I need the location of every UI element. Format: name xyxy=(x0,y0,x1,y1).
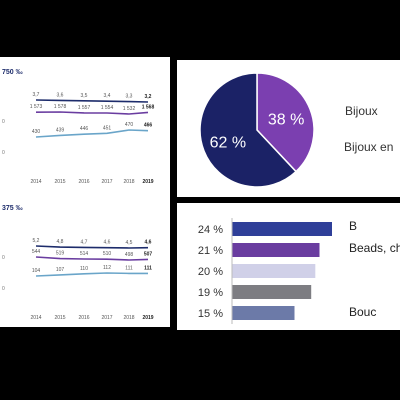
data-label: 3,3 xyxy=(126,94,133,100)
pie-chart: 38 % 62 % Bijoux Bijoux en xyxy=(199,72,393,188)
left-panel: 750 ‰ 3,7 3,6 3,5 3,4 3,3 3,2 1 573 1 578 1 557 1 … xyxy=(0,57,170,327)
data-label: 4,5 xyxy=(126,240,133,246)
data-label: 446 xyxy=(80,126,89,132)
data-label: 498 xyxy=(125,252,134,258)
data-label: 544 xyxy=(32,249,41,255)
data-label: 3,6 xyxy=(57,92,64,98)
series-line xyxy=(35,272,148,277)
data-label: 111 xyxy=(144,265,152,271)
data-label: 3,4 xyxy=(104,93,111,99)
pie-slice xyxy=(256,72,315,173)
bar-value-label: 15 % xyxy=(198,308,223,320)
series-line xyxy=(35,245,149,249)
data-label: 112 xyxy=(103,265,111,271)
bar-value-label: 24 % xyxy=(198,224,223,236)
line-chart-1: 3,7 3,6 3,5 3,4 3,3 3,2 1 573 1 578 1 557 1 554 1 … xyxy=(2,92,154,185)
x-tick-label: 2019 xyxy=(142,315,153,321)
data-label: 430 xyxy=(32,129,41,135)
bar-category-label: B xyxy=(349,219,357,233)
x-tick-label: 2018 xyxy=(123,315,134,321)
bar xyxy=(232,264,316,278)
pie-panel: 38 % 62 % Bijoux Bijoux en xyxy=(177,60,400,197)
bar-chart: 24 % B 21 % Beads, ch 20 % 19 % 15 % Bouc xyxy=(198,218,400,324)
data-label: 3,5 xyxy=(81,93,88,99)
x-tick-label: 2017 xyxy=(101,315,112,321)
x-tick-label: 2016 xyxy=(78,315,89,321)
data-label: 1 554 xyxy=(101,105,114,111)
data-label: 1 578 xyxy=(54,104,67,110)
data-label: 1 573 xyxy=(30,104,43,110)
series-line xyxy=(35,256,149,261)
x-tick-label: 2019 xyxy=(142,179,153,185)
bar xyxy=(232,306,295,320)
data-label: 519 xyxy=(56,251,65,257)
axis-label: 0 xyxy=(2,150,5,156)
pie-percent-label: 38 % xyxy=(268,112,304,129)
x-tick-label: 2016 xyxy=(78,179,89,185)
x-tick-label: 2017 xyxy=(101,179,112,185)
chart-heading: 750 ‰ xyxy=(2,69,23,76)
data-label: 1 557 xyxy=(78,105,91,111)
bar-category-label: Beads, ch xyxy=(349,241,400,255)
bar-value-label: 21 % xyxy=(198,245,223,257)
line-charts: 750 ‰ 3,7 3,6 3,5 3,4 3,3 3,2 1 573 1 578 1 557 1 … xyxy=(2,69,154,321)
data-label: 104 xyxy=(32,268,41,274)
x-tick-label: 2018 xyxy=(123,179,134,185)
data-label: 3,7 xyxy=(33,92,40,98)
pie-percent-label: 62 % xyxy=(210,135,246,152)
data-label: 4,8 xyxy=(57,239,64,245)
data-label: 1 568 xyxy=(142,104,155,110)
bar xyxy=(232,222,332,236)
pie-slice xyxy=(199,72,298,188)
data-label: 4,6 xyxy=(145,240,152,246)
x-tick-label: 2014 xyxy=(30,315,41,321)
series-line xyxy=(35,111,149,115)
line-chart-2: 5,2 4,8 4,7 4,6 4,5 4,6 544 519 514 510 498 507 104 1… xyxy=(2,238,154,321)
bar-value-label: 20 % xyxy=(198,266,223,278)
bar-panel: 24 % B 21 % Beads, ch 20 % 19 % 15 % Bouc xyxy=(177,203,400,330)
x-tick-label: 2014 xyxy=(30,179,41,185)
series-line xyxy=(35,129,149,138)
data-label: 1 532 xyxy=(123,106,136,112)
data-label: 451 xyxy=(103,125,112,131)
pie-legend-label: Bijoux en xyxy=(344,140,393,154)
data-label: 507 xyxy=(144,251,153,257)
x-tick-label: 2015 xyxy=(54,315,65,321)
axis-label: 0 xyxy=(2,255,5,261)
pie-legend-label: Bijoux xyxy=(345,104,378,118)
bar xyxy=(232,285,312,299)
data-label: 111 xyxy=(125,265,133,271)
data-label: 510 xyxy=(103,251,112,257)
series-line xyxy=(35,99,149,103)
data-label: 110 xyxy=(80,266,88,272)
axis-label: 0 xyxy=(2,119,5,125)
data-label: 4,7 xyxy=(81,239,88,245)
data-label: 439 xyxy=(56,127,65,133)
data-label: 5,2 xyxy=(33,238,40,244)
bar-value-label: 19 % xyxy=(198,287,223,299)
data-label: 107 xyxy=(56,267,65,273)
x-tick-label: 2015 xyxy=(54,179,65,185)
data-label: 466 xyxy=(144,123,153,129)
chart-heading: 375 ‰ xyxy=(2,205,23,212)
data-label: 3,2 xyxy=(145,94,152,100)
bar-category-label: Bouc xyxy=(349,305,376,319)
bar xyxy=(232,243,320,257)
data-label: 4,6 xyxy=(104,240,111,246)
data-label: 470 xyxy=(125,122,134,128)
data-label: 514 xyxy=(80,251,89,257)
axis-label: 0 xyxy=(2,286,5,292)
